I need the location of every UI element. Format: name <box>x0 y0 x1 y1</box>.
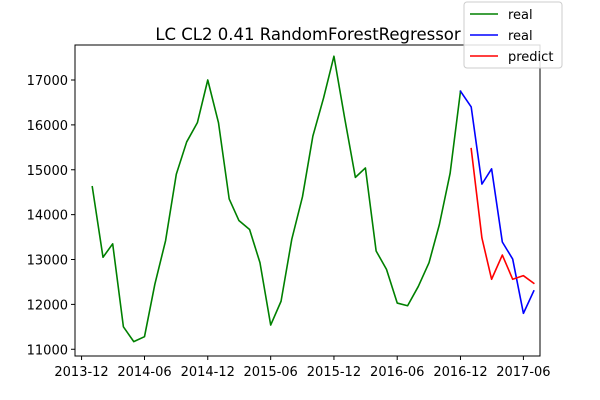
x-tick-label: 2014-12 <box>181 365 235 380</box>
legend-box <box>463 1 563 69</box>
legend-label-1: real <box>508 29 533 44</box>
y-tick-label: 11000 <box>27 343 68 358</box>
legend: real real predict <box>463 1 563 69</box>
x-tick-label: 2016-12 <box>433 365 487 380</box>
series-line-real-1 <box>459 90 535 315</box>
y-tick-label: 17000 <box>27 74 68 89</box>
x-tick-label: 2016-06 <box>370 365 424 380</box>
x-tick-label: 2015-12 <box>307 365 361 380</box>
y-tick-label: 12000 <box>27 298 68 313</box>
y-tick-label: 16000 <box>27 119 68 134</box>
axis-layer: 2013-12 2014-06 2014-12 2015-06 2015-12 2016-… <box>27 74 551 380</box>
x-tick-label: 2015-06 <box>244 365 298 380</box>
x-tick-label: 2014-06 <box>117 365 171 380</box>
plot-frame <box>74 44 541 357</box>
series-layer <box>91 55 535 343</box>
series-line-real-0 <box>91 55 462 343</box>
y-tick-label: 13000 <box>27 254 68 269</box>
legend-label-0: real <box>508 8 533 23</box>
y-tick-label: 15000 <box>27 164 68 179</box>
chart-title: LC CL2 0.41 RandomForestRegressor <box>155 25 461 44</box>
x-tick-label: 2013-12 <box>54 365 108 380</box>
x-tick-label: 2017-06 <box>496 365 550 380</box>
y-tick-label: 14000 <box>27 209 68 224</box>
series-line-predict-2 <box>470 147 535 285</box>
legend-label-2: predict <box>508 50 553 65</box>
